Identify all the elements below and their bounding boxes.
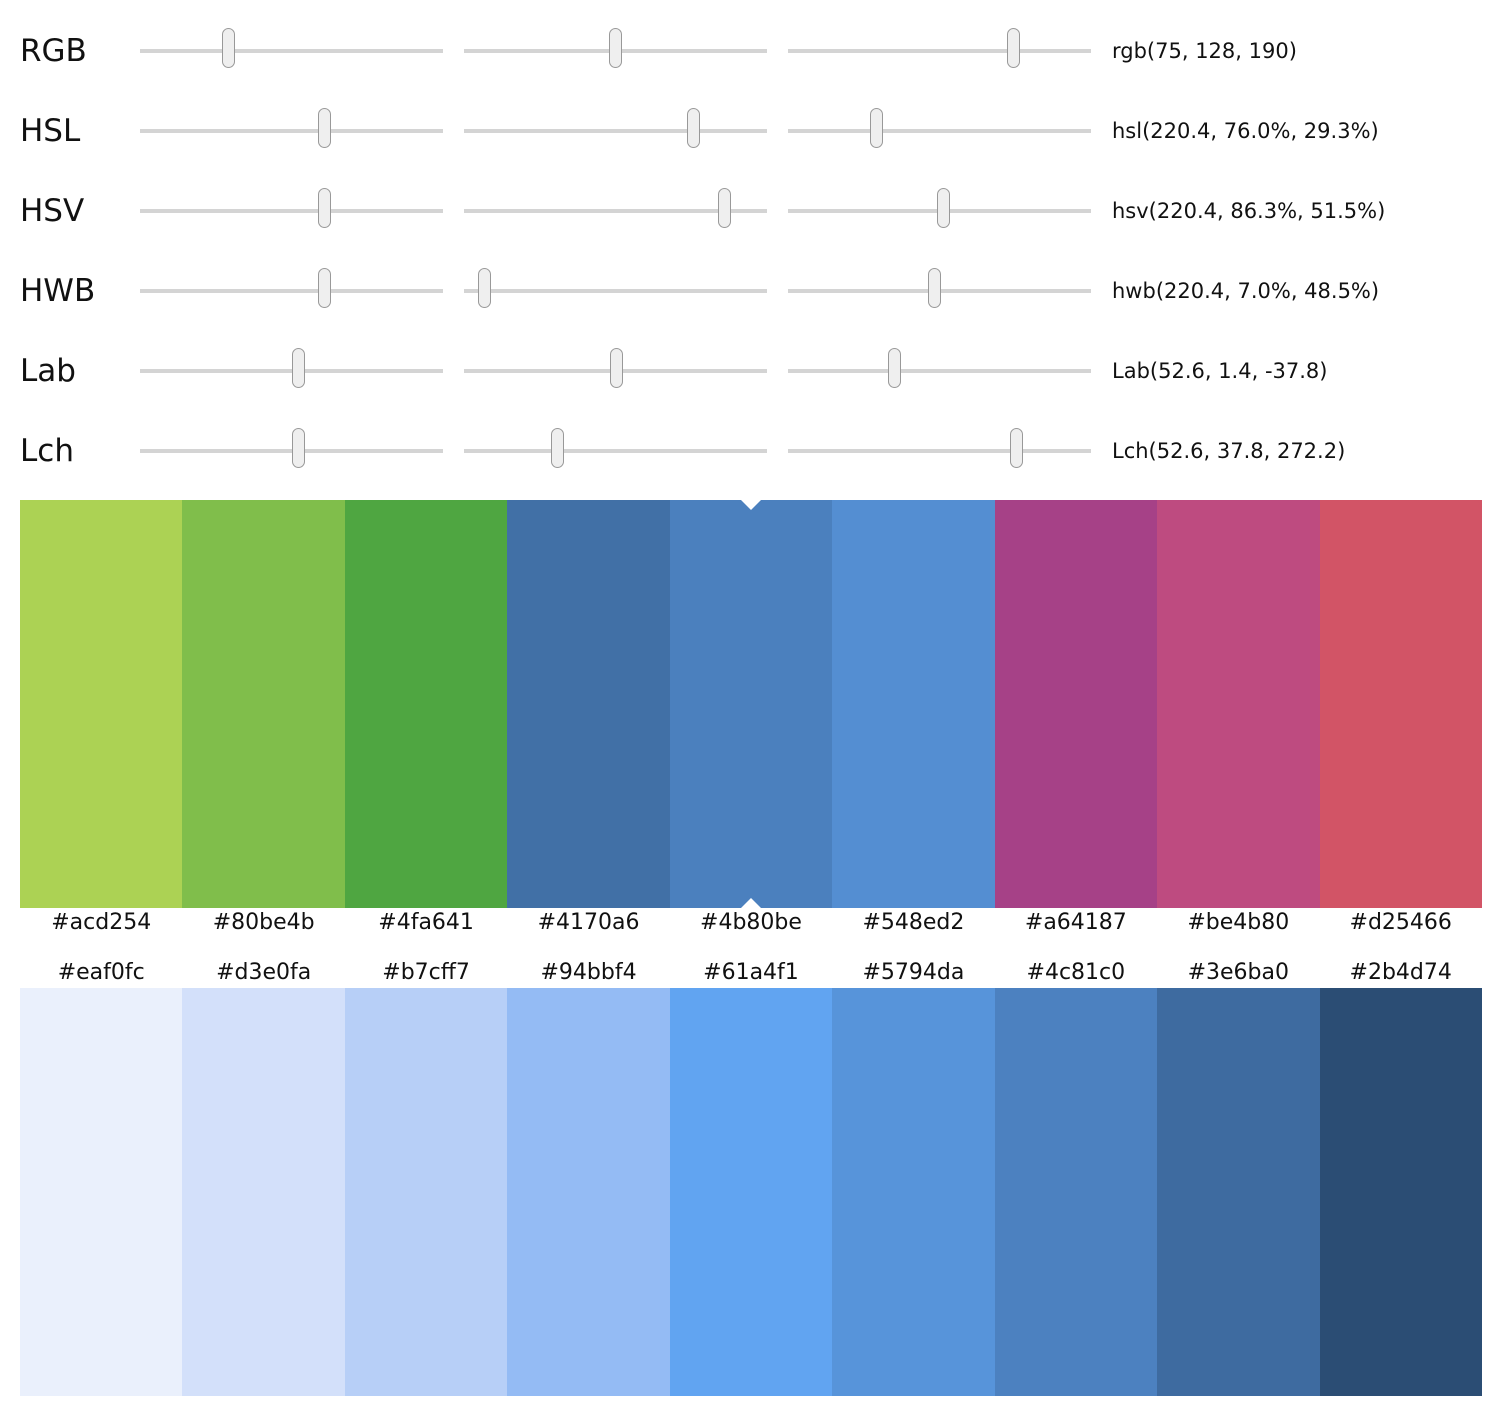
slider-row-rgb: RGB rgb(75, 128, 190) <box>0 28 1501 131</box>
swatch-hex-label: #4170a6 <box>537 910 640 935</box>
color-swatch[interactable] <box>1157 500 1320 908</box>
swatch-hex-label: #94bbf4 <box>540 960 637 985</box>
slider-track-2[interactable] <box>464 28 767 68</box>
slider-track-2[interactable] <box>464 348 767 388</box>
color-swatch[interactable] <box>1319 500 1482 908</box>
slider-thumb[interactable] <box>550 428 564 468</box>
slider-thumb[interactable] <box>869 108 883 148</box>
slider-track-1[interactable] <box>140 268 443 308</box>
model-value: Lch(52.6, 37.8, 272.2) <box>1112 439 1346 463</box>
slider-track-1[interactable] <box>140 348 443 388</box>
color-swatch[interactable] <box>669 988 833 1396</box>
color-swatch[interactable] <box>832 988 995 1396</box>
color-swatch[interactable] <box>507 988 670 1396</box>
slider-track-1[interactable] <box>140 28 443 68</box>
swatch-hex-label: #4fa641 <box>378 910 474 935</box>
harmony-palette-labels: #acd254 #80be4b #4fa641 #4170a6 #4b80be #548e… <box>20 910 1482 936</box>
slider-track-3[interactable] <box>788 268 1091 308</box>
slider-track-2[interactable] <box>464 428 767 468</box>
harmony-palette <box>20 500 1482 908</box>
model-label: Lch <box>20 433 74 469</box>
model-label: HSV <box>20 193 85 229</box>
slider-thumb[interactable] <box>887 348 901 388</box>
slider-thumb[interactable] <box>718 188 732 228</box>
slider-thumb[interactable] <box>318 108 332 148</box>
slider-row-hsl: HSL hsl(220.4, 76.0%, 29.3%) <box>0 108 1501 211</box>
swatch-hex-label: #61a4f1 <box>703 960 799 985</box>
slider-track-3[interactable] <box>788 108 1091 148</box>
swatch-hex-label: #d3e0fa <box>216 960 312 985</box>
color-swatch[interactable] <box>994 500 1158 908</box>
model-value: hsv(220.4, 86.3%, 51.5%) <box>1112 199 1386 223</box>
slider-track-1[interactable] <box>140 188 443 228</box>
slider-thumb[interactable] <box>610 348 623 388</box>
swatch-hex-label: #4c81c0 <box>1026 960 1126 985</box>
slider-track-1[interactable] <box>140 428 443 468</box>
color-swatch[interactable] <box>20 500 183 908</box>
color-swatch[interactable] <box>1157 988 1320 1396</box>
slider-track-3[interactable] <box>788 428 1091 468</box>
slider-track-3[interactable] <box>788 188 1091 228</box>
model-label: HSL <box>20 113 81 149</box>
slider-row-lch: Lch Lch(52.6, 37.8, 272.2) <box>0 428 1501 531</box>
color-swatch[interactable] <box>182 988 345 1396</box>
slider-track-2[interactable] <box>464 188 767 228</box>
slider-thumb[interactable] <box>318 268 332 308</box>
slider-track-3[interactable] <box>788 348 1091 388</box>
shades-palette-labels: #eaf0fc #d3e0fa #b7cff7 #94bbf4 #61a4f1 #5794… <box>20 960 1482 986</box>
swatch-hex-label: #548ed2 <box>862 910 965 935</box>
swatch-hex-label: #2b4d74 <box>1349 960 1452 985</box>
swatch-hex-label: #4b80be <box>700 910 802 935</box>
model-label: HWB <box>20 273 96 309</box>
slider-row-hwb: HWB hwb(220.4, 7.0%, 48.5%) <box>0 268 1501 371</box>
slider-track-3[interactable] <box>788 28 1091 68</box>
model-label: Lab <box>20 353 76 389</box>
slider-thumb[interactable] <box>478 268 492 308</box>
color-swatch[interactable] <box>20 988 183 1396</box>
color-swatch[interactable] <box>344 988 508 1396</box>
slider-thumb[interactable] <box>292 348 306 388</box>
slider-thumb[interactable] <box>292 428 306 468</box>
slider-thumb[interactable] <box>687 108 701 148</box>
model-label: RGB <box>20 33 87 69</box>
swatch-hex-label: #b7cff7 <box>382 960 470 985</box>
swatch-hex-label: #5794da <box>862 960 965 985</box>
slider-thumb[interactable] <box>609 28 623 68</box>
slider-thumb[interactable] <box>1010 428 1024 468</box>
swatch-hex-label: #d25466 <box>1349 910 1452 935</box>
slider-track-2[interactable] <box>464 268 767 308</box>
color-swatch[interactable] <box>1319 988 1482 1396</box>
swatch-hex-label: #a64187 <box>1024 910 1127 935</box>
color-swatch[interactable] <box>832 500 995 908</box>
slider-thumb[interactable] <box>222 28 236 68</box>
swatch-hex-label: #eaf0fc <box>57 960 145 985</box>
color-swatch[interactable] <box>507 500 670 908</box>
selected-marker-icon <box>740 500 761 510</box>
color-swatch[interactable] <box>669 500 833 908</box>
color-swatch[interactable] <box>994 988 1158 1396</box>
slider-row-lab: Lab Lab(52.6, 1.4, -37.8) <box>0 348 1501 451</box>
shades-palette <box>20 988 1482 1396</box>
slider-row-hsv: HSV hsv(220.4, 86.3%, 51.5%) <box>0 188 1501 291</box>
slider-thumb[interactable] <box>1006 28 1020 68</box>
selected-marker-icon <box>740 898 761 908</box>
model-value: hsl(220.4, 76.0%, 29.3%) <box>1112 119 1379 143</box>
swatch-hex-label: #acd254 <box>51 910 152 935</box>
slider-track-1[interactable] <box>140 108 443 148</box>
slider-thumb[interactable] <box>927 268 941 308</box>
color-swatch[interactable] <box>182 500 345 908</box>
slider-thumb[interactable] <box>937 188 951 228</box>
color-swatch[interactable] <box>344 500 508 908</box>
swatch-hex-label: #3e6ba0 <box>1187 960 1289 985</box>
swatch-hex-label: #be4b80 <box>1187 910 1290 935</box>
slider-track-2[interactable] <box>464 108 767 148</box>
model-value: rgb(75, 128, 190) <box>1112 39 1297 63</box>
swatch-hex-label: #80be4b <box>212 910 315 935</box>
model-value: hwb(220.4, 7.0%, 48.5%) <box>1112 279 1380 303</box>
model-value: Lab(52.6, 1.4, -37.8) <box>1112 359 1328 383</box>
slider-thumb[interactable] <box>318 188 332 228</box>
